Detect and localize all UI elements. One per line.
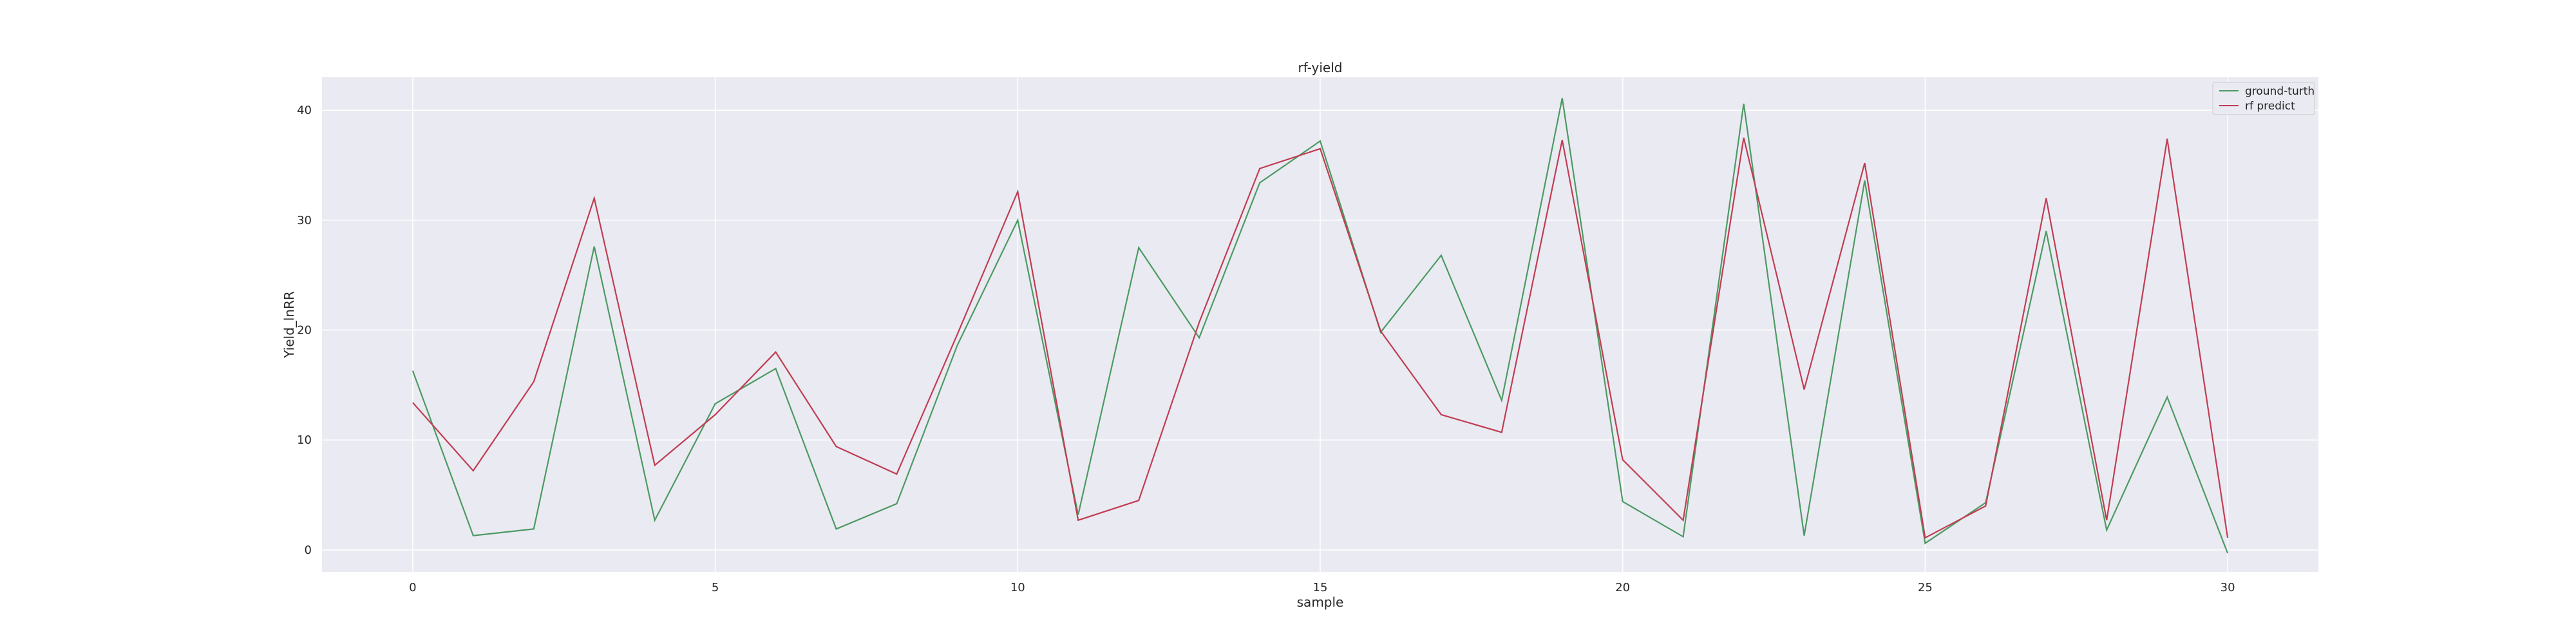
x-tick-label: 10 [1010, 581, 1025, 594]
y-tick-label: 10 [297, 433, 312, 447]
chart-title: rf-yield [1298, 60, 1343, 75]
y-tick-label: 40 [297, 104, 312, 117]
series-line-ground-turth [412, 98, 2229, 554]
grid [322, 77, 2318, 572]
tick-labels: 0 10 20 30 40 0 5 10 15 20 25 30 [297, 104, 2235, 594]
x-tick-label: 15 [1313, 581, 1328, 594]
legend: ground-turth rf predict [2212, 82, 2315, 115]
y-axis-label: Yield_lnRR [281, 291, 297, 359]
x-tick-label: 5 [712, 581, 719, 594]
series-group [412, 98, 2229, 554]
x-axis-label: sample [1297, 594, 1344, 610]
x-tick-label: 20 [1615, 581, 1630, 594]
y-tick-label: 20 [297, 324, 312, 337]
x-tick-label: 30 [2221, 581, 2235, 594]
legend-label-rf-predict: rf predict [2245, 100, 2295, 113]
x-tick-label: 0 [409, 581, 416, 594]
legend-label-ground-turth: ground-turth [2245, 85, 2315, 98]
y-tick-label: 0 [305, 544, 312, 557]
x-tick-label: 25 [1918, 581, 1933, 594]
series-line-rf-predict [412, 137, 2229, 539]
y-tick-label: 30 [297, 214, 312, 227]
